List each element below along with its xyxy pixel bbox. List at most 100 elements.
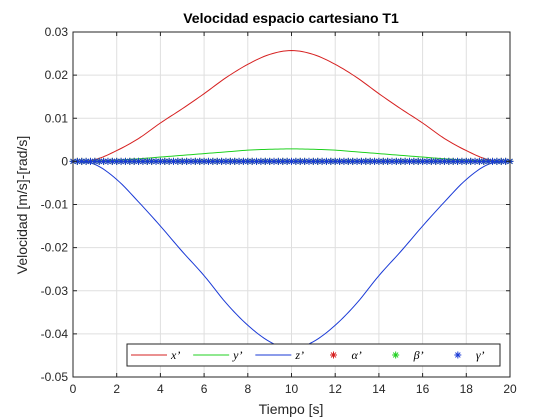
x-tick-label: 4 [157,382,164,396]
legend-label: β’ [413,348,424,362]
x-tick-label: 0 [70,382,77,396]
y-tick-label: -0.01 [41,198,69,212]
marker-stroke [161,158,168,165]
marker-stroke [100,158,107,165]
series-6-point [301,157,309,165]
marker-stroke [271,158,277,165]
marker-stroke [127,158,133,165]
legend-item-2: y’ [193,348,242,362]
marker-stroke [201,158,207,165]
marker-stroke [279,158,286,165]
legend-swatch [330,351,337,359]
series-6-point [471,157,479,165]
marker-stroke [214,158,221,165]
marker-stroke [384,158,391,165]
x-tick-label: 20 [503,382,517,396]
series-6-point [113,157,121,165]
y-tick-label: -0.05 [41,370,69,384]
marker-stroke [144,158,151,165]
x-tick-label: 12 [329,382,343,396]
marker-stroke [411,158,417,165]
marker-stroke [371,158,378,165]
marker-stroke [472,158,478,165]
marker-stroke [349,158,356,165]
series-6-point [371,157,379,165]
series-6-point [327,157,335,165]
legend-label: z’ [294,348,304,362]
marker-stroke [498,158,505,165]
marker-stroke [480,158,487,165]
marker-stroke [131,158,137,165]
marker-stroke [502,158,509,165]
marker-stroke [170,158,177,165]
series-6-point [458,157,466,165]
x-tick-label: 18 [460,382,474,396]
marker-stroke [231,158,238,165]
x-tick-label: 6 [201,382,208,396]
marker-stroke [367,158,373,165]
marker-stroke [450,158,456,165]
marker-stroke [314,158,321,165]
marker-stroke [92,158,98,165]
marker-stroke [432,158,439,165]
marker-stroke [446,158,452,165]
legend-swatch [454,351,462,359]
series-6-point [493,157,501,165]
marker-stroke [148,158,155,165]
marker-stroke [376,158,382,165]
series-6-point [445,157,453,165]
legend-label: γ’ [476,348,485,362]
marker-stroke [392,352,399,358]
marker-stroke [336,158,343,165]
marker-stroke [463,158,470,165]
legend-item-6: γ’ [454,348,485,362]
marker-stroke [402,158,408,165]
x-tick-label: 16 [416,382,430,396]
marker-stroke [358,158,365,165]
marker-stroke [153,158,159,165]
series-6-point [440,157,448,165]
marker-stroke [406,158,413,165]
y-tick-label: 0 [61,154,68,168]
series-6-point [475,157,483,165]
marker-stroke [196,158,203,165]
series-6-point [244,157,252,165]
y-tick-label: -0.02 [41,241,69,255]
marker-stroke [175,158,181,165]
y-tick-label: 0.02 [45,68,69,82]
marker-stroke [397,158,404,165]
x-tick-label: 2 [113,382,120,396]
marker-stroke [306,158,312,165]
marker-stroke [328,158,334,165]
legend-box [126,343,501,367]
marker-stroke [205,158,212,165]
marker-stroke [183,158,190,165]
series-6-point [419,157,427,165]
marker-stroke [428,158,435,165]
marker-stroke [323,158,330,165]
marker-stroke [240,158,247,165]
series-6-point [270,157,278,165]
marker-stroke [441,158,448,165]
marker-stroke [419,158,426,165]
y-tick-label: 0.03 [45,25,69,39]
marker-stroke [489,158,496,165]
marker-stroke [319,158,325,165]
series-6-point [384,157,392,165]
marker-stroke [437,158,443,165]
marker-stroke [192,158,199,165]
series-6-point [196,157,204,165]
marker-stroke [288,158,295,165]
series-1-line [72,50,511,162]
marker-stroke [113,158,120,165]
marker-stroke [467,158,474,165]
marker-stroke [284,158,290,165]
series-6-point [266,157,274,165]
marker-stroke [140,158,146,165]
marker-stroke [249,158,255,165]
marker-stroke [389,158,395,165]
ticks: 0 2 4 6 8 10 12 14 16 18 20 0.03 0.02 0.01 0 -0.01 -0.02… [41,25,517,396]
marker-stroke [297,158,304,165]
marker-stroke [332,158,339,165]
series-6-point [204,157,212,165]
